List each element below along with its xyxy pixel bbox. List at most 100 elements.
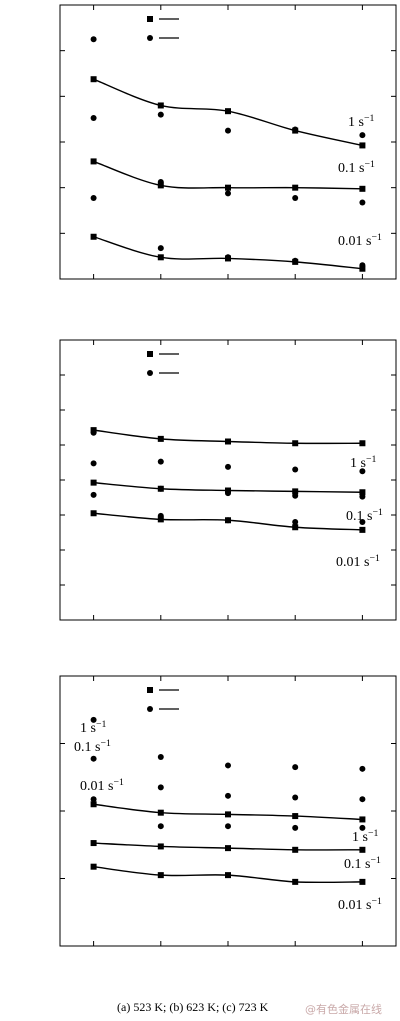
experimental-point [157,435,164,442]
experimental-point [225,872,231,879]
predicted-point [157,485,164,492]
experimental-point [292,488,299,495]
figure-caption: (a) 523 K; (b) 623 K; (c) 723 K [117,1000,269,1014]
legend-square-marker [147,16,153,22]
fitted-curve [93,236,363,270]
predicted-point [225,517,231,524]
series-label: 1 s−1 [352,828,378,845]
predicted-point [225,823,231,830]
experimental-point [359,142,366,149]
predicted-point [90,491,97,498]
experimental-point [225,438,231,445]
experimental-point [225,845,231,852]
predicted-point [292,126,299,133]
series-2: 0.01 s−1 [90,194,382,272]
experimental-point [292,813,299,820]
experimental-point [90,510,97,517]
experimental-point [292,524,299,531]
series-label: 0.01 s−1 [80,777,124,794]
experimental-point [359,846,366,853]
predicted-point [90,115,97,122]
predicted-point [157,178,164,185]
predicted-point [359,468,366,475]
predicted-point [90,36,97,43]
experimental-point [359,185,366,192]
predicted-point [225,792,231,799]
series-label: 0.1 s−1 [346,507,383,524]
experimental-point [225,108,231,115]
predicted-point [157,512,164,519]
legend-circle-marker [147,35,153,41]
predicted-point [292,794,299,801]
predicted-point [359,262,366,269]
experimental-point [90,840,97,847]
series-1: 0.1 s−1 [90,115,375,206]
series-0: 1 s−1 [90,36,374,149]
series-1: 0.1 s−1 [74,738,366,853]
series-label: 0.01 s−1 [338,896,382,913]
predicted-point [90,460,97,467]
series-0: 1 s−1 [80,716,366,823]
experimental-point [90,801,97,808]
predicted-point [359,765,366,772]
experimental-point [157,843,164,850]
experimental-point [359,878,366,885]
legend-circle-marker [147,706,153,712]
predicted-point [292,519,299,525]
series-label: 0.1 s−1 [74,738,111,755]
experimental-point [157,516,164,523]
predicted-point [90,429,97,436]
predicted-point [157,754,164,760]
series-label: 0.1 s−1 [338,159,375,176]
predicted-point [225,254,231,261]
experimental-point [225,184,231,191]
legend-circle-marker [147,370,153,376]
experimental-point [90,233,97,240]
experimental-point [157,102,164,109]
experimental-point [292,846,299,853]
predicted-point [225,127,231,134]
experimental-point [157,254,164,261]
experimental-point [157,182,164,189]
experimental-point [90,76,97,83]
experimental-point [359,440,366,447]
experimental-point [90,479,97,486]
watermark: @有色金属在线 [305,1003,382,1016]
predicted-point [157,111,164,118]
predicted-point [359,824,366,831]
plot-frame [59,339,397,621]
predicted-point [359,199,366,206]
series-2: 0.01 s−1 [80,777,366,885]
series-label: 1 s−1 [348,113,374,130]
predicted-point [292,257,299,264]
experimental-point [292,440,299,447]
predicted-point [90,796,97,803]
predicted-point [157,458,164,465]
predicted-point [225,190,231,197]
predicted-point [90,194,97,201]
predicted-point [292,194,299,201]
series-label: 1 s−1 [80,719,106,736]
series-label: 0.1 s−1 [344,855,381,872]
predicted-point [90,755,97,762]
experimental-point [157,809,164,816]
predicted-point [157,784,164,791]
predicted-point [359,519,366,525]
legend-square-marker [147,687,153,693]
predicted-point [292,824,299,831]
series-1: 0.1 s−1 [90,460,383,524]
predicted-point [225,490,231,497]
experimental-point [292,184,299,191]
predicted-point [225,762,231,769]
experimental-point [359,816,366,823]
chart-panel-b: 1 s−1 0.1 s−1 0.01 s−1 [59,339,397,621]
chart-panel-c: 1 s−1 0.1 s−1 0.01 s−1 1 s−1 0.1 s−1 0.01 s−1 [59,675,397,947]
series-label: 0.01 s−1 [336,553,380,570]
predicted-point [225,463,231,470]
predicted-point [292,492,299,499]
chart-panel-a: 1 s−1 0.1 s−1 0.01 s−1 [59,4,397,280]
predicted-point [359,493,366,500]
predicted-point [157,245,164,252]
series-2: 0.01 s−1 [90,491,380,570]
experimental-point [359,489,366,496]
